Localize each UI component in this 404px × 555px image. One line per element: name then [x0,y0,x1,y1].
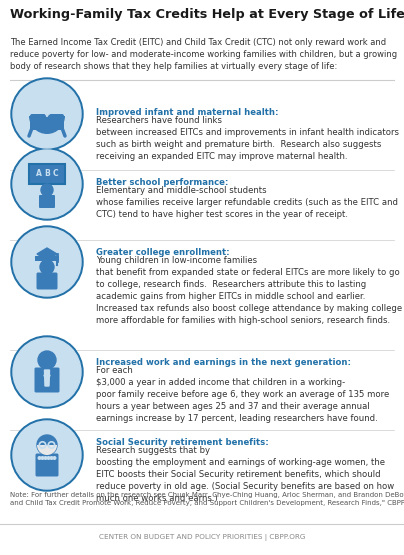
Circle shape [11,148,83,220]
Circle shape [53,457,56,460]
Circle shape [11,419,83,491]
Text: Better school performance:: Better school performance: [96,178,228,187]
Polygon shape [44,375,50,378]
FancyBboxPatch shape [29,164,65,184]
Circle shape [44,457,47,460]
Circle shape [38,457,41,460]
Text: Working-Family Tax Credits Help at Every Stage of Life: Working-Family Tax Credits Help at Every… [10,8,404,21]
Circle shape [41,184,53,196]
Circle shape [50,457,53,460]
Circle shape [13,338,81,406]
FancyBboxPatch shape [34,367,59,392]
Text: A: A [36,169,42,179]
Text: B: B [44,169,50,179]
Circle shape [41,457,44,460]
Circle shape [38,351,56,369]
Circle shape [37,435,57,455]
Polygon shape [44,370,50,386]
Text: Research suggests that by
boosting the employment and earnings of working-age wo: Research suggests that by boosting the e… [96,446,394,503]
FancyBboxPatch shape [36,453,59,477]
FancyBboxPatch shape [36,273,57,290]
Text: Elementary and middle-school students
whose families receive larger refundable c: Elementary and middle-school students wh… [96,186,398,219]
Circle shape [13,80,81,148]
Wedge shape [37,445,57,455]
Circle shape [47,457,50,460]
Text: Greater college enrollment:: Greater college enrollment: [96,248,229,257]
Circle shape [13,228,81,296]
Circle shape [11,226,83,298]
Text: Researchers have found links
between increased EITCs and improvements in infant : Researchers have found links between inc… [96,116,399,161]
Text: The Earned Income Tax Credit (EITC) and Child Tax Credit (CTC) not only reward w: The Earned Income Tax Credit (EITC) and … [10,38,397,71]
Polygon shape [37,248,57,260]
Text: Increased work and earnings in the next generation:: Increased work and earnings in the next … [96,358,351,367]
Text: For each
$3,000 a year in added income that children in a working-
poor family r: For each $3,000 a year in added income t… [96,366,389,423]
Circle shape [40,260,54,274]
Circle shape [11,78,83,150]
Circle shape [13,150,81,218]
Text: Improved infant and maternal health:: Improved infant and maternal health: [96,108,278,117]
FancyBboxPatch shape [30,114,64,130]
Text: Young children in low-income families
that benefit from expanded state or federa: Young children in low-income families th… [96,256,402,325]
FancyBboxPatch shape [39,195,55,208]
Circle shape [13,421,81,489]
Text: Social Security retirement benefits:: Social Security retirement benefits: [96,438,269,447]
Text: Note: For further details on the research see Chuck Marr, Chye-Ching Huang, Arlo: Note: For further details on the researc… [10,492,404,506]
Circle shape [11,336,83,408]
Text: CENTER ON BUDGET AND POLICY PRIORITIES | CBPP.ORG: CENTER ON BUDGET AND POLICY PRIORITIES |… [99,534,305,541]
Wedge shape [29,116,65,134]
Text: C: C [52,169,58,179]
FancyBboxPatch shape [35,256,59,261]
